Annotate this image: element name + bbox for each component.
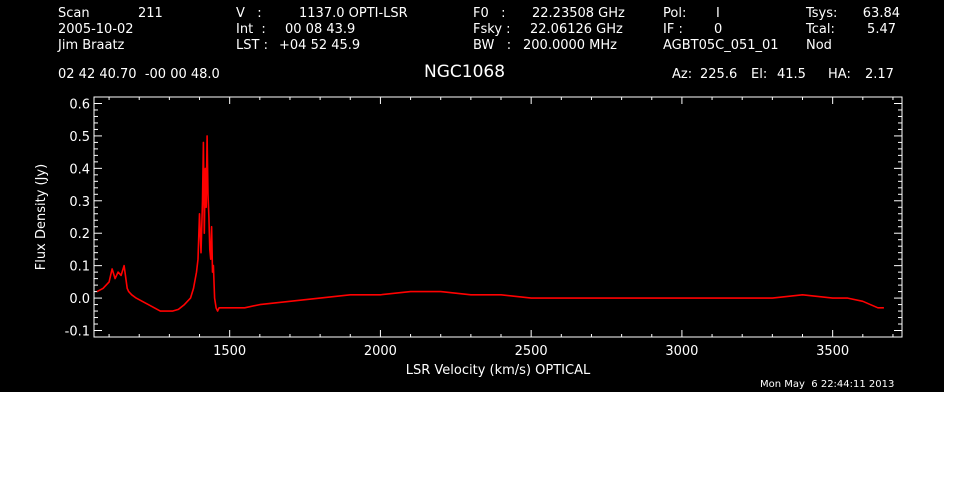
f0-value: 22.23508 GHz bbox=[532, 6, 625, 21]
spectrum-panel: Scan 211 2005-10-02 Jim Braatz V : 1137.… bbox=[0, 0, 944, 392]
f0-label: F0 : bbox=[473, 6, 506, 21]
azimuth-label: Az: bbox=[672, 67, 693, 82]
x-axis-label: LSR Velocity (km/s) OPTICAL bbox=[406, 363, 591, 378]
y-tick-label: 0.3 bbox=[69, 195, 90, 210]
tsys-label: Tsys: bbox=[806, 6, 838, 21]
scan-value: 211 bbox=[138, 6, 163, 21]
elevation-value: 41.5 bbox=[777, 67, 806, 82]
y-tick-label: 0.2 bbox=[69, 227, 90, 242]
azimuth-value: 225.6 bbox=[700, 67, 738, 82]
chart-title: NGC1068 bbox=[424, 62, 506, 82]
hour-angle-label: HA: bbox=[828, 67, 851, 82]
project-id: AGBT05C_051_01 bbox=[663, 38, 779, 53]
elevation-label: El: bbox=[751, 67, 768, 82]
x-tick-label: 3000 bbox=[665, 344, 698, 359]
polarization-label: Pol: bbox=[663, 6, 687, 21]
tcal-label: Tcal: bbox=[806, 22, 835, 37]
x-tick-label: 2000 bbox=[364, 344, 397, 359]
bandwidth-label: BW : bbox=[473, 38, 512, 53]
y-tick-label: 0.6 bbox=[69, 97, 90, 112]
y-tick-label: -0.1 bbox=[65, 325, 90, 340]
spectrum-plot: 1500 2000 2500 3000 3500 -0.1 0.0 0.1 0.2 0.3 0.4 0… bbox=[34, 96, 903, 378]
y-tick-label: 0.0 bbox=[69, 292, 90, 307]
lst-label: LST : bbox=[236, 38, 268, 53]
fsky-value: 22.06126 GHz bbox=[530, 22, 623, 37]
y-tick-label: 0.5 bbox=[69, 130, 90, 145]
bandwidth-value: 200.0000 MHz bbox=[523, 38, 617, 53]
plot-frame bbox=[93, 96, 903, 338]
y-axis-label: Flux Density (Jy) bbox=[34, 164, 49, 270]
x-tick-label: 2500 bbox=[515, 344, 548, 359]
x-tick-label: 1500 bbox=[213, 344, 246, 359]
tcal-value: 5.47 bbox=[867, 22, 896, 37]
lst-value: +04 52 45.9 bbox=[279, 38, 361, 53]
fsky-label: Fsky : bbox=[473, 22, 511, 37]
x-tick-label: 3500 bbox=[816, 344, 849, 359]
y-tick-label: 0.1 bbox=[69, 260, 90, 275]
plot-timestamp: Mon May 6 22:44:11 2013 bbox=[760, 379, 895, 390]
integration-label: Int : bbox=[236, 22, 266, 37]
scan-label: Scan bbox=[58, 6, 90, 21]
if-label: IF : bbox=[663, 22, 683, 37]
velocity-label: V : bbox=[236, 6, 262, 21]
source-coordinates: 02 42 40.70 -00 00 48.0 bbox=[58, 67, 220, 82]
velocity-value: 1137.0 OPTI-LSR bbox=[299, 6, 408, 21]
observing-mode: Nod bbox=[806, 38, 832, 53]
integration-value: 00 08 43.9 bbox=[285, 22, 356, 37]
polarization-value: I bbox=[716, 6, 720, 21]
hour-angle-value: 2.17 bbox=[865, 67, 894, 82]
observation-date: 2005-10-02 bbox=[58, 22, 134, 37]
tsys-value: 63.84 bbox=[862, 6, 900, 21]
spectrum-line bbox=[96, 135, 884, 312]
if-value: 0 bbox=[714, 22, 723, 37]
observer-name: Jim Braatz bbox=[58, 38, 125, 53]
y-tick-label: 0.4 bbox=[69, 162, 90, 177]
